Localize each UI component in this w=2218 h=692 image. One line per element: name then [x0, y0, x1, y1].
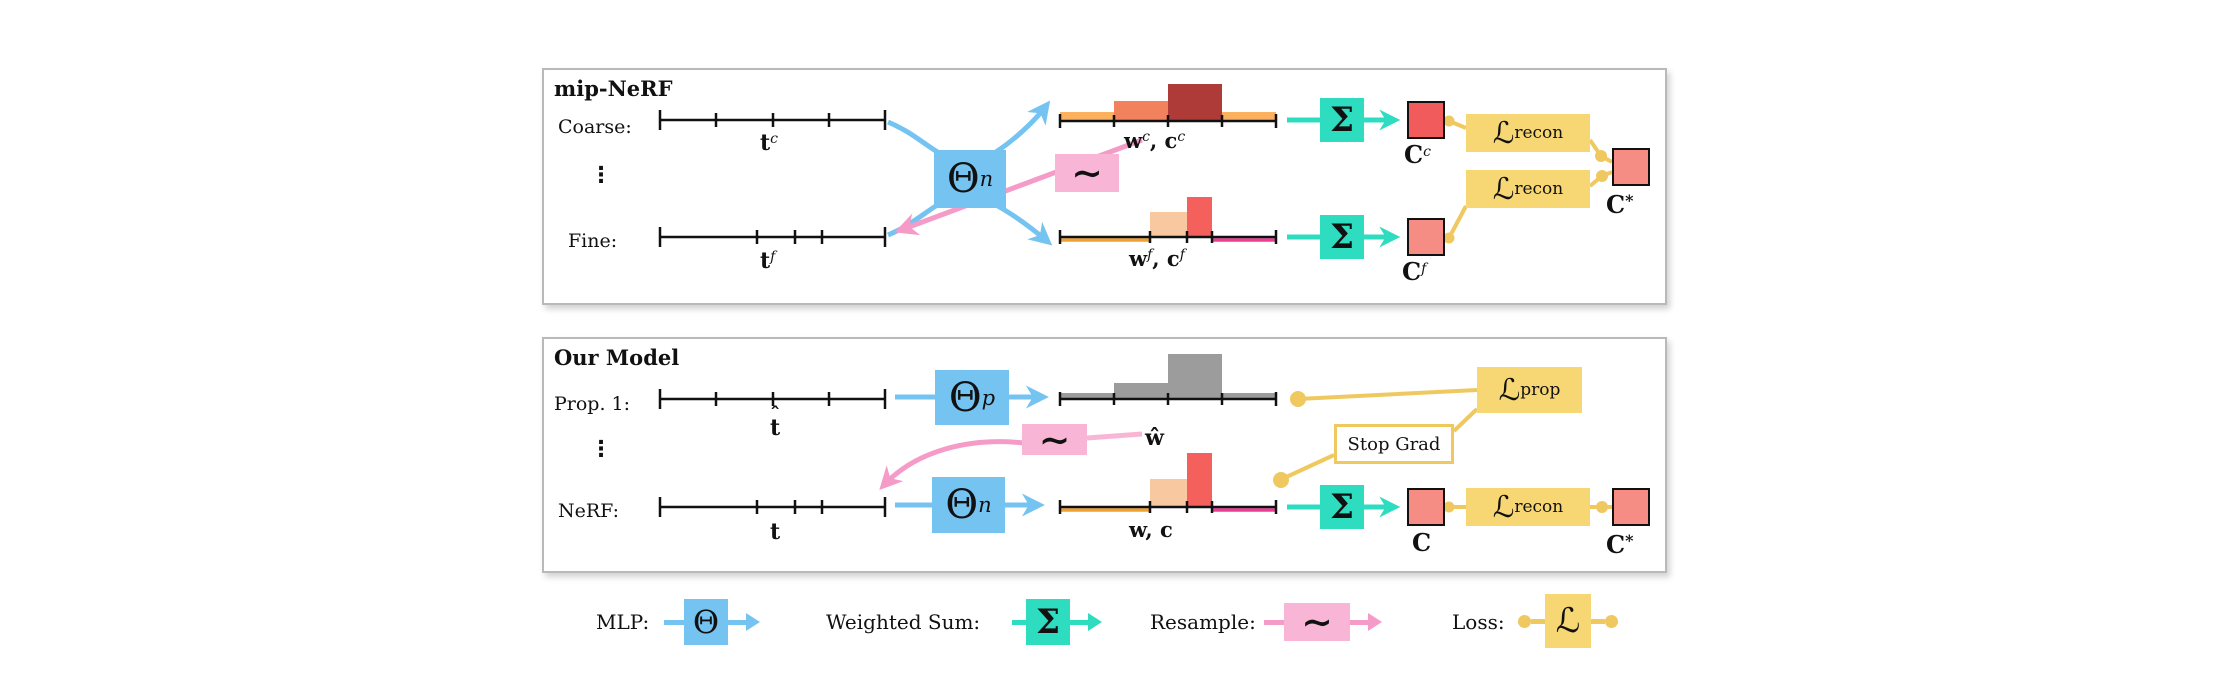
wc-cc-label: wc, cc: [1124, 128, 1186, 153]
prop-histogram-bar-mid: [1114, 383, 1168, 398]
loss-connector-dots: [1443, 115, 1608, 244]
coarse-fine-ellipsis: ⋮: [590, 163, 612, 188]
resample-arrow: [879, 439, 1025, 491]
mlp-box-icon: Θ: [684, 599, 728, 645]
legend-resample-label: Resample:: [1150, 610, 1256, 634]
coarse-histogram-bar-darkred: [1168, 84, 1222, 120]
legend-mlp-icon: Θ: [664, 596, 760, 648]
arrow-stub: [1264, 619, 1284, 625]
legend-weighted-sum-label: Weighted Sum:: [826, 610, 981, 634]
sum-box-fine: Σ: [1320, 215, 1364, 259]
arrow-stub: [664, 619, 684, 625]
arrow-stub: [728, 619, 746, 625]
tf-label: tf: [760, 248, 776, 274]
color-swatch-Cc: [1407, 101, 1445, 139]
arrowhead-icon: [746, 613, 760, 631]
nerf-row-label: NeRF:: [558, 500, 620, 522]
coarse-histogram-axis: [1058, 114, 1278, 128]
resample-stub: [1086, 431, 1143, 441]
sum-box-coarse: Σ: [1320, 98, 1364, 142]
fine-row-label: Fine:: [568, 230, 618, 252]
arrow-stub: [1012, 619, 1026, 625]
resample-box-icon: ∼: [1284, 603, 1350, 641]
sum-arrows: [1287, 109, 1401, 248]
arrow-stub: [1070, 619, 1088, 625]
wf-cf-label: wf, cf: [1129, 246, 1185, 271]
connector-dot-icon: [1518, 614, 1531, 628]
prop-histogram-axis: [1058, 392, 1278, 406]
nerf-histogram-bar-peach: [1150, 479, 1187, 506]
legend-resample-icon: ∼: [1264, 600, 1382, 644]
coarse-histogram-bar-orange: [1114, 101, 1168, 120]
resample-box: ∼: [1055, 154, 1119, 192]
panel-title: mip-NeRF: [554, 76, 673, 101]
our-model-diagram-lines: [658, 385, 1612, 518]
sum-box-nerf: Σ: [1320, 485, 1364, 529]
arrowhead-icon: [1088, 613, 1102, 631]
coarse-row-label: Coarse:: [558, 116, 632, 138]
t-label: t: [770, 519, 781, 545]
loss-box-icon: ℒ: [1545, 594, 1591, 648]
sigma-icon: Σ: [1329, 487, 1355, 527]
sigma-icon: Σ: [1329, 100, 1355, 140]
color-swatch-C: [1407, 488, 1445, 526]
tc-label: tc: [760, 130, 779, 156]
arrow-stub: [1350, 619, 1368, 625]
resample-box: ∼: [1022, 420, 1087, 458]
prop-histogram-bar-tall: [1168, 354, 1222, 398]
Cc-label: Cc: [1404, 140, 1431, 169]
legend-loss-label: Loss:: [1452, 610, 1505, 634]
color-swatch-Cf: [1407, 218, 1445, 256]
Cstar-label: C*: [1606, 190, 1634, 219]
sum-box-icon: Σ: [1026, 599, 1070, 645]
C-label: C: [1412, 528, 1432, 557]
panel-title: Our Model: [554, 345, 680, 370]
legend-loss-icon: ℒ: [1518, 592, 1618, 650]
loss-connector-dots: [1273, 391, 1608, 513]
fine-histogram-bar-peach: [1150, 212, 1187, 236]
prop-ruler: [658, 389, 887, 409]
nerf-histogram-bar-red: [1187, 453, 1212, 506]
color-swatch-Cstar: [1612, 148, 1650, 186]
prop-row-label: Prop. 1:: [554, 393, 631, 415]
fine-histogram-axis: [1058, 230, 1278, 244]
w-c-label: w, c: [1129, 517, 1173, 542]
Cstar-label: C*: [1606, 530, 1634, 559]
nerf-histogram-axis: [1058, 500, 1278, 514]
color-swatch-Cstar: [1612, 488, 1650, 526]
fine-histogram-bar-red: [1187, 197, 1212, 236]
stop-grad-box: Stop Grad: [1334, 424, 1454, 464]
nerf-ruler: [658, 497, 887, 517]
prop-nerf-ellipsis: ⋮: [590, 437, 612, 462]
legend-weighted-sum-icon: Σ: [1012, 596, 1102, 648]
mlp-arrows: [895, 385, 1049, 517]
connector-dot-icon: [1605, 614, 1618, 628]
connector-stub: [1591, 618, 1605, 624]
fine-ruler: [658, 227, 887, 247]
legend-mlp-label: MLP:: [596, 610, 650, 634]
sigma-icon: Σ: [1329, 217, 1355, 257]
connector-stub: [1531, 618, 1545, 624]
arrowhead-icon: [1368, 613, 1382, 631]
coarse-ruler: [658, 110, 887, 130]
w-hat-label: ŵ: [1145, 425, 1164, 451]
Cf-label: Cf: [1402, 257, 1427, 286]
mip-nerf-diagram-lines: [658, 100, 1613, 248]
